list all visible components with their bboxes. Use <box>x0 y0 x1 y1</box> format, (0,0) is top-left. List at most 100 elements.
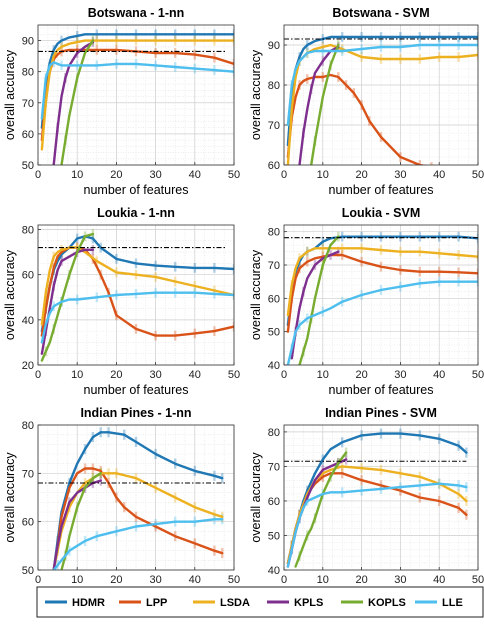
series-line-kopls <box>294 451 348 568</box>
legend-item-kpls: KPLS <box>267 597 323 609</box>
x-tick-label: 40 <box>189 369 201 381</box>
axes-frame <box>37 424 235 571</box>
series-line-hdmr <box>52 431 224 570</box>
legend-frame <box>36 586 484 618</box>
legend-label: LPP <box>146 597 167 609</box>
series-line-lpp <box>52 467 224 570</box>
y-tick-label: 60 <box>268 496 280 508</box>
series-line-kpls <box>298 45 340 165</box>
x-tick-label: 0 <box>35 574 41 586</box>
legend-label: LSDA <box>220 597 250 609</box>
x-tick-label: 10 <box>71 574 83 586</box>
series-line-lle <box>286 482 468 568</box>
y-tick-label: 70 <box>22 98 34 110</box>
x-tick-label: 30 <box>149 169 161 181</box>
series-line-hdmr <box>40 33 234 129</box>
y-tick-label: 50 <box>22 160 34 172</box>
legend-item-lsda: LSDA <box>193 597 250 609</box>
x-tick-label: 30 <box>394 369 406 381</box>
panel-botswana-svm: 0 10 20 30 40 50 60 70 80 90 Botswana - SVM number … <box>249 6 484 197</box>
x-tick-label: 0 <box>281 169 287 181</box>
legend-label: LLE <box>442 597 463 609</box>
y-tick-label: 90 <box>268 40 280 52</box>
y-axis-label: overall accuracy <box>249 49 263 140</box>
x-tick-label: 50 <box>228 574 240 586</box>
x-tick-label: 20 <box>355 169 367 181</box>
series-line-kopls <box>60 39 95 165</box>
series-line-hdmr <box>40 235 234 333</box>
x-tick-label: 50 <box>228 369 240 381</box>
y-tick-label: 60 <box>22 517 34 529</box>
x-tick-label: 0 <box>281 574 287 586</box>
y-tick-label: 60 <box>268 160 280 172</box>
axes-frame <box>283 24 479 166</box>
series-line-kpls <box>290 250 340 360</box>
x-axis-label: number of features <box>329 183 434 197</box>
y-tick-label: 40 <box>268 565 280 577</box>
x-tick-label: 0 <box>35 169 41 181</box>
x-tick-label: 30 <box>149 369 161 381</box>
y-tick-label: 40 <box>22 315 34 327</box>
legend: HDMR LPP LSDA KPLS KOPLS LLE <box>36 586 484 618</box>
y-tick-label: 70 <box>268 260 280 272</box>
series-line-lsda <box>40 39 234 151</box>
x-tick-label: 10 <box>317 574 329 586</box>
y-tick-label: 80 <box>22 420 34 432</box>
axes-frame <box>283 224 479 366</box>
error-bars <box>56 427 224 570</box>
axes-frame <box>283 424 479 571</box>
series-line-lsda <box>52 472 224 570</box>
panels: 0 10 20 30 40 50 50 60 70 80 90 Botswana - 1-nn numb… <box>3 6 484 602</box>
x-tick-label: 30 <box>394 169 406 181</box>
x-tick-label: 10 <box>71 369 83 381</box>
plot-area <box>38 427 227 570</box>
legend-item-lle: LLE <box>415 597 463 609</box>
x-tick-label: 50 <box>228 169 240 181</box>
y-axis-label: overall accuracy <box>249 452 263 543</box>
panel-loukia-svm: 0 10 20 30 40 50 40 50 60 70 80 Loukia - SVM number … <box>249 206 484 397</box>
axes-frame <box>37 224 235 366</box>
chart-title: Loukia - SVM <box>342 206 420 220</box>
axes-frame <box>37 24 235 166</box>
x-tick-label: 50 <box>472 369 484 381</box>
series-line-lpp <box>286 73 427 165</box>
x-tick-label: 20 <box>110 169 122 181</box>
plot-area <box>38 229 234 362</box>
y-tick-label: 50 <box>268 530 280 542</box>
series-line-hdmr <box>286 235 478 327</box>
chart-title: Indian Pines - 1-nn <box>80 406 191 420</box>
y-tick-label: 90 <box>22 36 34 48</box>
y-tick-label: 80 <box>268 427 280 439</box>
y-tick-label: 80 <box>22 67 34 79</box>
y-axis-label: overall accuracy <box>249 249 263 340</box>
y-axis-label: overall accuracy <box>3 249 17 340</box>
series-line-lsda <box>286 43 478 165</box>
legend-item-kopls: KOPLS <box>341 597 406 609</box>
legend-label: HDMR <box>72 597 105 609</box>
x-tick-label: 40 <box>433 369 445 381</box>
y-tick-label: 60 <box>268 293 280 305</box>
x-tick-label: 0 <box>35 369 41 381</box>
series-line-lle <box>286 43 478 127</box>
y-tick-label: 50 <box>268 327 280 339</box>
x-tick-label: 30 <box>394 574 406 586</box>
y-tick-label: 70 <box>268 461 280 473</box>
series-line-lsda <box>40 246 234 326</box>
y-tick-label: 40 <box>268 360 280 372</box>
series-line-lle <box>286 280 478 365</box>
x-tick-label: 20 <box>355 369 367 381</box>
legend-item-lpp: LPP <box>119 597 167 609</box>
y-tick-label: 60 <box>22 270 34 282</box>
x-tick-label: 20 <box>110 369 122 381</box>
plot-area <box>284 231 478 365</box>
x-tick-label: 10 <box>317 369 329 381</box>
x-tick-label: 40 <box>189 169 201 181</box>
panel-botswana-1-nn: 0 10 20 30 40 50 50 60 70 80 90 Botswana - 1-nn numb… <box>3 6 240 197</box>
x-tick-label: 0 <box>281 369 287 381</box>
y-tick-label: 80 <box>268 227 280 239</box>
chart-title: Botswana - SVM <box>332 6 429 20</box>
series-line-kpls <box>52 40 95 165</box>
